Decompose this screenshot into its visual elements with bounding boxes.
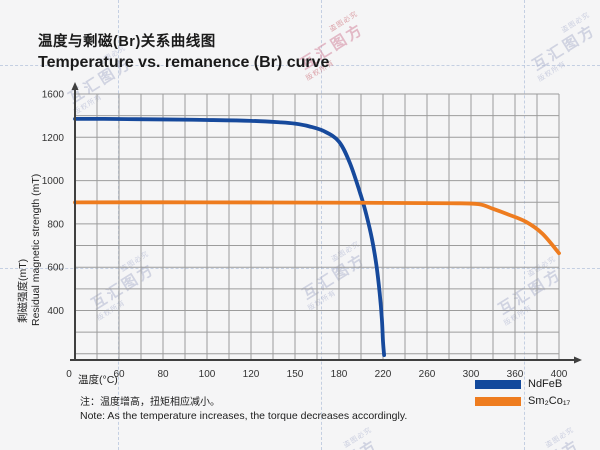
x-tick-label: 80	[157, 369, 169, 380]
blueprint-hline	[0, 65, 600, 66]
footnote: 注：温度增高，扭矩相应减小。 Note: As the temperature …	[80, 393, 407, 422]
y-tick-label: 600	[47, 263, 64, 274]
y-axis-title-zh: 剩磁强度(mT)	[17, 258, 29, 323]
series-curve-ndfeb	[73, 116, 386, 357]
series-curve-sm2co17	[73, 200, 561, 256]
x-tick-label: 0	[66, 369, 72, 380]
legend-label-sm2co17: Sm₂Co₁₇	[528, 395, 571, 407]
legend-label-ndfeb: NdFeB	[528, 378, 563, 390]
y-axis-arrow	[71, 82, 79, 90]
legend-swatch-sm2co17	[475, 396, 521, 406]
y-tick-label: 1200	[42, 133, 65, 144]
page-title-en: Temperature vs. remanence (Br) curve	[38, 54, 330, 71]
page-title-zh: 温度与剩磁(Br)关系曲线图	[38, 34, 216, 50]
chart-header: 温度与剩磁(Br)关系曲线图 Temperature vs. remanence…	[38, 30, 329, 72]
x-tick-label: 100	[199, 369, 216, 380]
x-tick-label: 60	[113, 369, 125, 380]
x-tick-label: 220	[375, 369, 392, 380]
y-tick-label: 400	[47, 306, 64, 317]
x-axis-arrow	[574, 356, 582, 364]
y-tick-label: 1600	[42, 90, 65, 101]
x-tick-label: 180	[331, 369, 348, 380]
blueprint-hline	[0, 268, 600, 269]
y-tick-label: 800	[47, 219, 64, 230]
x-axis-title: 温度(°C)	[78, 374, 118, 386]
blueprint-vline	[321, 0, 322, 450]
x-tick-label: 360	[507, 369, 524, 380]
y-axis-title-en: Residual magnetic strength (mT)	[30, 173, 42, 326]
x-tick-label: 400	[551, 369, 568, 380]
x-tick-label: 260	[419, 369, 436, 380]
footnote-en: Note: As the temperature increases, the …	[80, 410, 408, 422]
blueprint-vline	[524, 0, 525, 450]
legend-item-ndfeb: NdFeB	[475, 378, 570, 390]
legend-item-sm2co17: Sm₂Co₁₇	[475, 395, 570, 407]
x-tick-label: 300	[463, 369, 480, 380]
x-tick-label: 150	[287, 369, 304, 380]
legend: NdFeB Sm₂Co₁₇	[475, 378, 570, 412]
x-tick-label: 120	[243, 369, 260, 380]
footnote-zh: 注：温度增高，扭矩相应减小。	[80, 397, 220, 408]
y-tick-label: 1000	[42, 176, 65, 187]
legend-swatch-ndfeb	[475, 379, 521, 389]
